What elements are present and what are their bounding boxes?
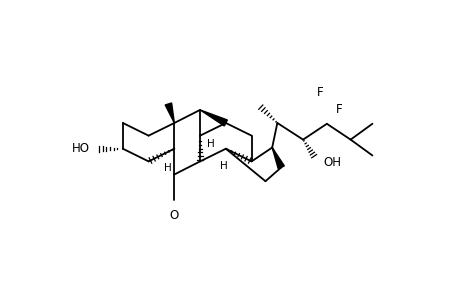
Text: O: O [169,209,179,222]
Text: F: F [335,103,341,116]
Text: F: F [316,86,322,99]
Text: HO: HO [72,142,90,155]
Text: H: H [219,161,227,171]
Text: H: H [207,140,214,149]
Polygon shape [165,103,174,123]
Text: H: H [163,164,171,173]
Polygon shape [272,148,284,169]
Text: OH: OH [323,156,341,169]
Polygon shape [200,110,227,126]
